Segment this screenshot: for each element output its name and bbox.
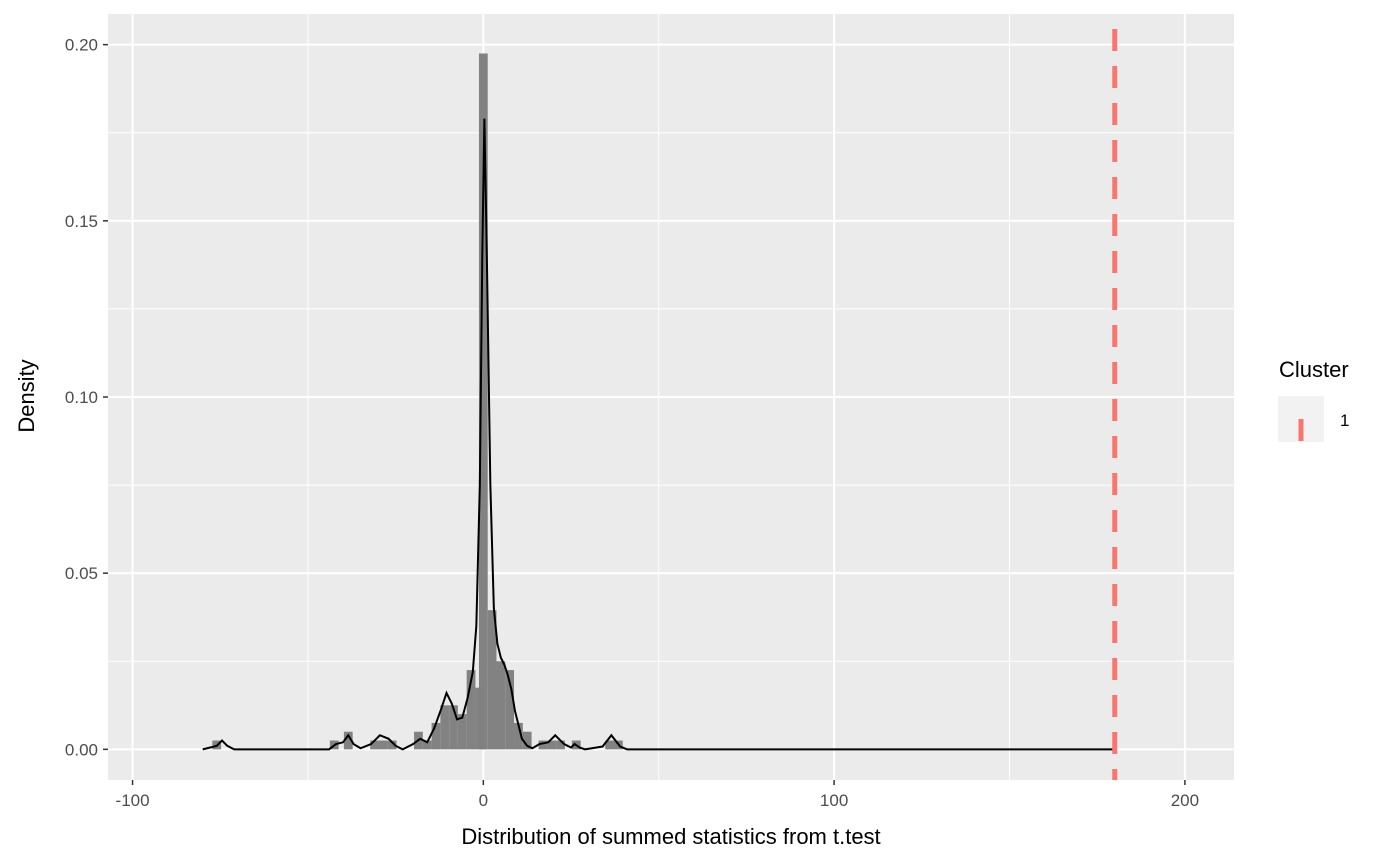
histogram-bar-17	[505, 670, 515, 750]
histogram-bar-11	[457, 714, 467, 750]
histogram-bar-20	[538, 740, 548, 750]
histogram-bar-16	[496, 661, 506, 750]
legend-label-1: 1	[1340, 411, 1349, 430]
histogram-bars	[212, 53, 623, 750]
histogram-bar-4	[378, 740, 388, 750]
y-tick-label: 0.20	[65, 36, 98, 55]
histogram-bar-5	[387, 740, 397, 750]
x-axis-title: Distribution of summed statistics from t…	[461, 824, 880, 849]
histogram-bar-8	[431, 722, 441, 750]
histogram-bar-15	[487, 610, 497, 750]
histogram-bar-24	[605, 740, 614, 750]
legend: Cluster 1	[1278, 357, 1349, 442]
y-tick-label: 0.00	[65, 740, 98, 759]
y-tick-label: 0.15	[65, 212, 98, 231]
histogram-bar-7	[422, 740, 432, 750]
histogram-bar-18	[514, 722, 523, 750]
histogram-bar-2	[343, 731, 353, 750]
histogram-bar-3	[370, 740, 379, 750]
histogram-bar-12	[466, 670, 476, 750]
histogram-bar-21	[547, 740, 557, 750]
legend-title: Cluster	[1279, 357, 1349, 382]
density-curve	[202, 118, 1115, 751]
axis-ticks	[103, 43, 1186, 785]
histogram-bar-19	[522, 731, 532, 750]
axis-tick-labels: -100 0 100 200 0.00 0.05 0.10 0.15 0.20	[65, 36, 1199, 810]
y-tick-label: 0.10	[65, 388, 98, 407]
histogram-bar-9	[440, 705, 450, 750]
x-tick-label: 200	[1171, 791, 1199, 810]
y-tick-label: 0.05	[65, 564, 98, 583]
histogram-bar-10	[449, 705, 458, 750]
x-tick-label: 0	[479, 791, 488, 810]
histogram-bar-22	[556, 740, 565, 750]
x-tick-label: -100	[116, 791, 150, 810]
histogram-bar-14	[478, 53, 488, 750]
x-tick-label: 100	[820, 791, 848, 810]
y-axis-title: Density	[14, 359, 39, 432]
